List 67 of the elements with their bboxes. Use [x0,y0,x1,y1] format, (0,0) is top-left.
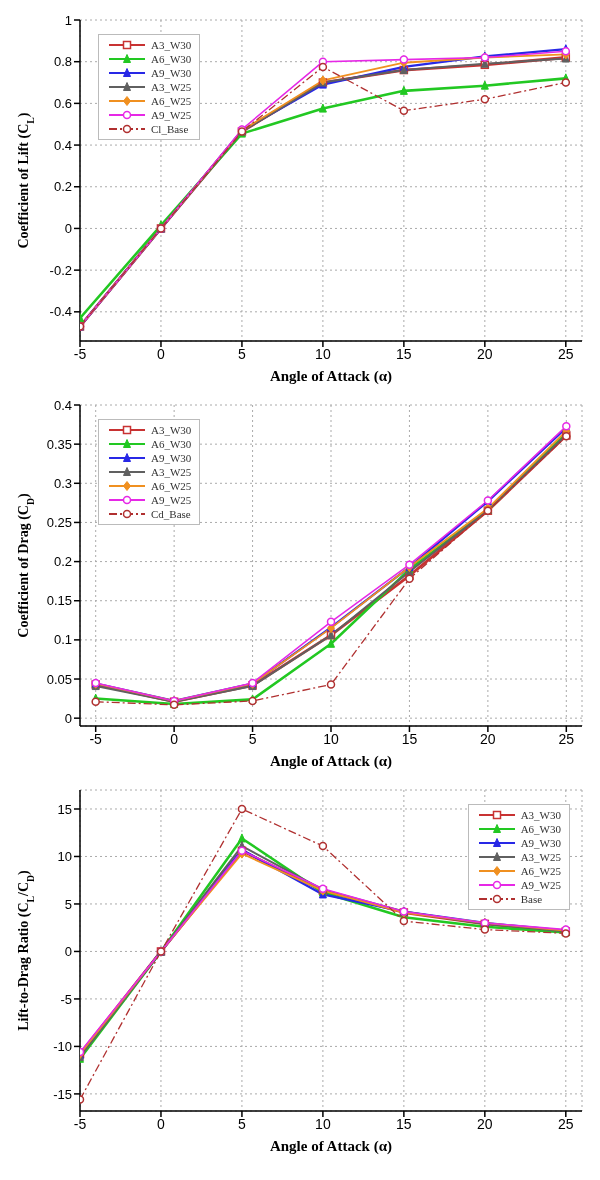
x-tick-label: 10 [315,345,331,362]
x-tick-label: 0 [157,1115,166,1132]
y-tick-label: 1 [64,12,72,28]
y-tick-label: 0.15 [46,593,72,609]
x-tick-label: 15 [396,345,412,362]
x-axis-title: Angle of Attack (α) [269,1138,393,1155]
legend-label: A6_W25 [151,95,192,107]
legend-label: A3_W25 [151,81,192,93]
y-tick-label: 5 [64,896,72,912]
y-tick-label: -0.4 [49,304,72,320]
legend-label: A3_W25 [151,466,192,478]
legend-label: A9_W25 [520,879,561,891]
x-tick-label: 0 [157,345,166,362]
y-tick-label: -5 [60,991,72,1007]
x-tick-label: 20 [477,345,493,362]
y-tick-label: 0.2 [53,554,72,570]
x-tick-label: 10 [315,1115,331,1132]
y-tick-label: 0.05 [46,671,72,687]
x-tick-label: 5 [238,1115,247,1132]
legend-label: A3_W30 [151,424,192,436]
x-tick-label: 20 [480,730,496,747]
y-tick-label: 0.4 [53,397,72,413]
legend-label: A9_W25 [151,494,192,506]
x-axis-title: Angle of Attack (α) [269,368,393,385]
legend-label: A9_W30 [520,837,561,849]
y-tick-label: 0.8 [53,54,72,70]
legend-label: A3_W30 [151,39,192,51]
legend-label: A6_W25 [151,480,192,492]
y-tick-label: 0.2 [53,179,72,195]
legend-label: Cd_Base [151,508,191,520]
x-tick-label: 5 [238,345,247,362]
x-tick-label: -5 [89,730,103,747]
legend-label: A6_W30 [151,438,192,450]
y-tick-label: -10 [53,1039,72,1055]
x-tick-label: 5 [248,730,257,747]
x-tick-label: 25 [558,1115,574,1132]
legend-label: A6_W30 [520,823,561,835]
y-tick-label: 0.1 [53,632,72,648]
x-tick-label: 25 [558,730,575,747]
x-tick-label: 0 [170,730,179,747]
legend-label: A9_W30 [151,452,192,464]
legend-label: A9_W25 [151,109,192,121]
y-tick-label: -15 [53,1086,72,1102]
y-tick-label: 0.6 [53,95,72,111]
x-tick-label: 25 [558,345,574,362]
legend-label: A6_W30 [151,53,192,65]
x-tick-label: 20 [477,1115,493,1132]
legend-label: A6_W25 [520,865,561,877]
legend-label: Cl_Base [151,123,189,135]
y-tick-label: 0 [64,944,72,960]
legend-label: A3_W25 [520,851,561,863]
y-tick-label: 0 [64,221,72,237]
y-tick-label: 0.3 [53,475,72,491]
legend-label: Base [520,893,543,905]
y-tick-label: 10 [57,849,72,865]
x-tick-label: 15 [401,730,418,747]
y-tick-label: 0.25 [46,515,72,531]
x-tick-label: 10 [323,730,339,747]
legend-label: A3_W30 [520,809,561,821]
y-tick-label: 0 [64,710,72,726]
y-tick-label: 0.35 [46,436,72,452]
y-tick-label: 0.4 [53,137,72,153]
legend-label: A9_W30 [151,67,192,79]
y-tick-label: 15 [57,801,72,817]
y-tick-label: -0.2 [49,262,72,278]
x-tick-label: 15 [396,1115,412,1132]
x-axis-title: Angle of Attack (α) [269,753,393,770]
